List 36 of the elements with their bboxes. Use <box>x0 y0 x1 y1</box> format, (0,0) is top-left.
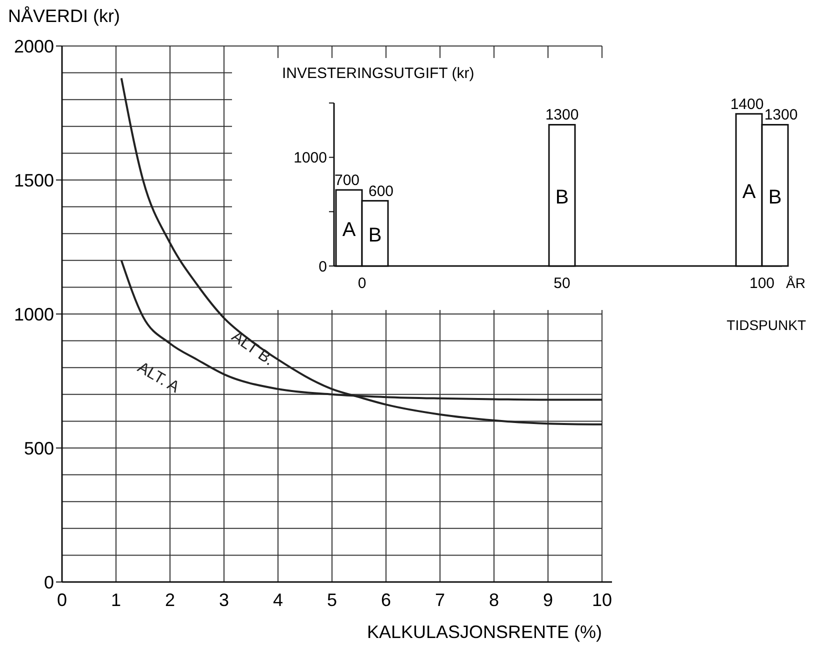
x-tick-label: 100 <box>749 275 775 292</box>
x-tick-label: 7 <box>434 590 446 610</box>
y-tick-label: 1500 <box>14 170 54 190</box>
x-tick-label: 8 <box>488 590 500 610</box>
x-tick-label: 6 <box>380 590 392 610</box>
text: A <box>742 180 756 203</box>
x-tick-label: 50 <box>554 275 570 292</box>
text: ALT. A <box>134 359 182 397</box>
x-axis-title: ÅR <box>786 275 806 291</box>
x-tick-label: 9 <box>542 590 554 610</box>
x-tick-label: 4 <box>272 590 284 610</box>
text: B <box>555 186 569 208</box>
y-axis-title: NÅVERDI (kr) <box>8 6 120 26</box>
y-tick-label: 1000 <box>294 150 327 167</box>
x-tick-label: 5 <box>326 590 338 610</box>
series-label: B <box>368 224 382 246</box>
y-tick-label: 0 <box>44 572 54 592</box>
text: B <box>768 186 782 208</box>
data-label: 700 <box>334 172 360 189</box>
data-label: 1300 <box>764 106 798 124</box>
data-label: 600 <box>368 182 394 200</box>
y-tick-label: 1000 <box>14 304 54 324</box>
y-tick-label: 2000 <box>14 36 54 56</box>
y-tick-label: 500 <box>24 438 54 458</box>
series-label: A <box>342 218 356 241</box>
x-tick-label: 0 <box>56 590 68 610</box>
chart-title: INVESTERINGSUTGIFT (kr) <box>282 65 474 82</box>
x-tick-label: 2 <box>164 590 176 610</box>
text: TIDSPUNKT <box>726 317 806 333</box>
x-tick-label: 0 <box>358 275 366 292</box>
x-tick-label: 3 <box>218 590 230 610</box>
x-axis-title: KALKULASJONSRENTE (%) <box>366 622 602 642</box>
x-tick-label: 1 <box>110 590 122 610</box>
x-tick-label: 10 <box>592 590 612 610</box>
data-label: 1300 <box>545 106 579 124</box>
data-label: 1400 <box>730 96 764 113</box>
